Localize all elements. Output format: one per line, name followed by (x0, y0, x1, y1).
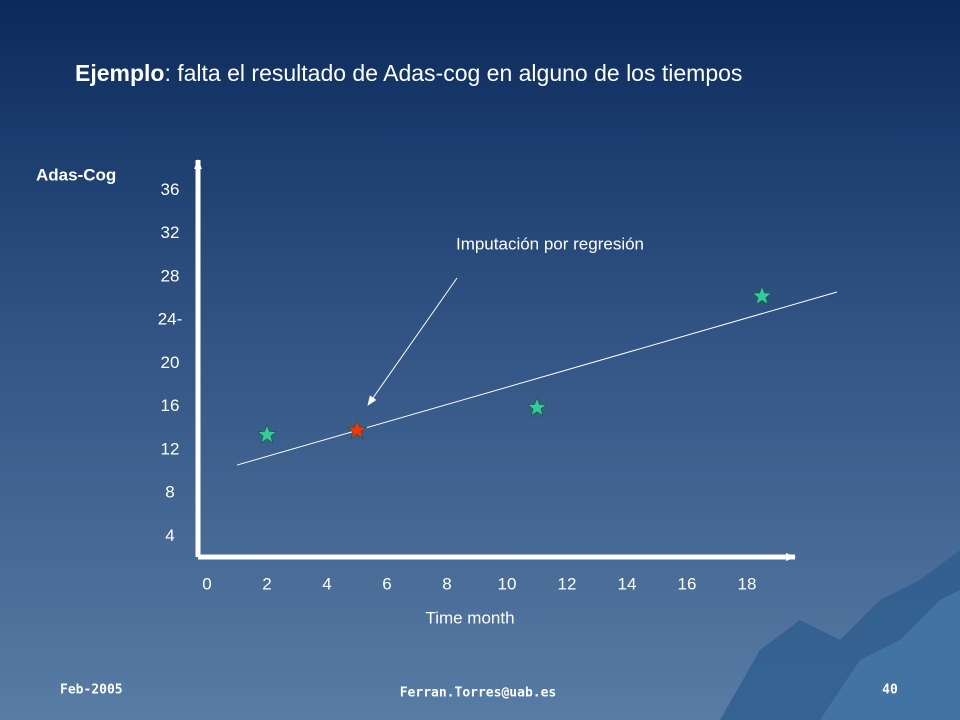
x-tick-label: 16 (678, 574, 697, 593)
data-point (751, 285, 773, 306)
y-axis-label: Adas-Cog (36, 165, 116, 184)
annotation-arrow (367, 277, 458, 406)
y-tick-label: 36 (161, 180, 180, 199)
x-tick-label: 2 (262, 574, 271, 593)
x-tick-label: 0 (202, 574, 211, 593)
y-tick-label: 32 (161, 223, 180, 242)
x-axis-label: Time month (425, 608, 514, 627)
data-point (346, 419, 368, 440)
title-bold: Ejemplo (75, 60, 165, 86)
x-tick-label: 6 (382, 574, 391, 593)
x-tick-label: 12 (558, 574, 577, 593)
page-number: 40 (882, 683, 898, 698)
title-rest: : falta el resultado de Adas-cog en algu… (164, 60, 743, 86)
footer-date: Feb-2005 (60, 683, 123, 698)
data-point (526, 396, 548, 417)
y-tick-label: 12 (161, 439, 180, 458)
y-tick-label: 4 (165, 526, 174, 545)
y-tick-label: 16 (161, 396, 180, 415)
y-tick-label: 8 (165, 483, 174, 502)
x-tick-label: 4 (322, 574, 331, 593)
y-tick-label: 24- (158, 310, 183, 329)
x-tick-label: 10 (498, 574, 517, 593)
footer-email: Ferran.Torres@uab.es (400, 686, 557, 701)
mountain-light (820, 590, 960, 720)
data-point (256, 423, 278, 444)
x-tick-label: 8 (442, 574, 451, 593)
regression-line (236, 291, 838, 466)
slide-title: Ejemplo: falta el resultado de Adas-cog … (75, 58, 795, 88)
annotation: Imputación por regresión (456, 234, 644, 253)
x-tick-label: 18 (738, 574, 757, 593)
y-tick-label: 20 (161, 353, 180, 372)
y-tick-label: 28 (161, 266, 180, 285)
x-tick-label: 14 (618, 574, 637, 593)
